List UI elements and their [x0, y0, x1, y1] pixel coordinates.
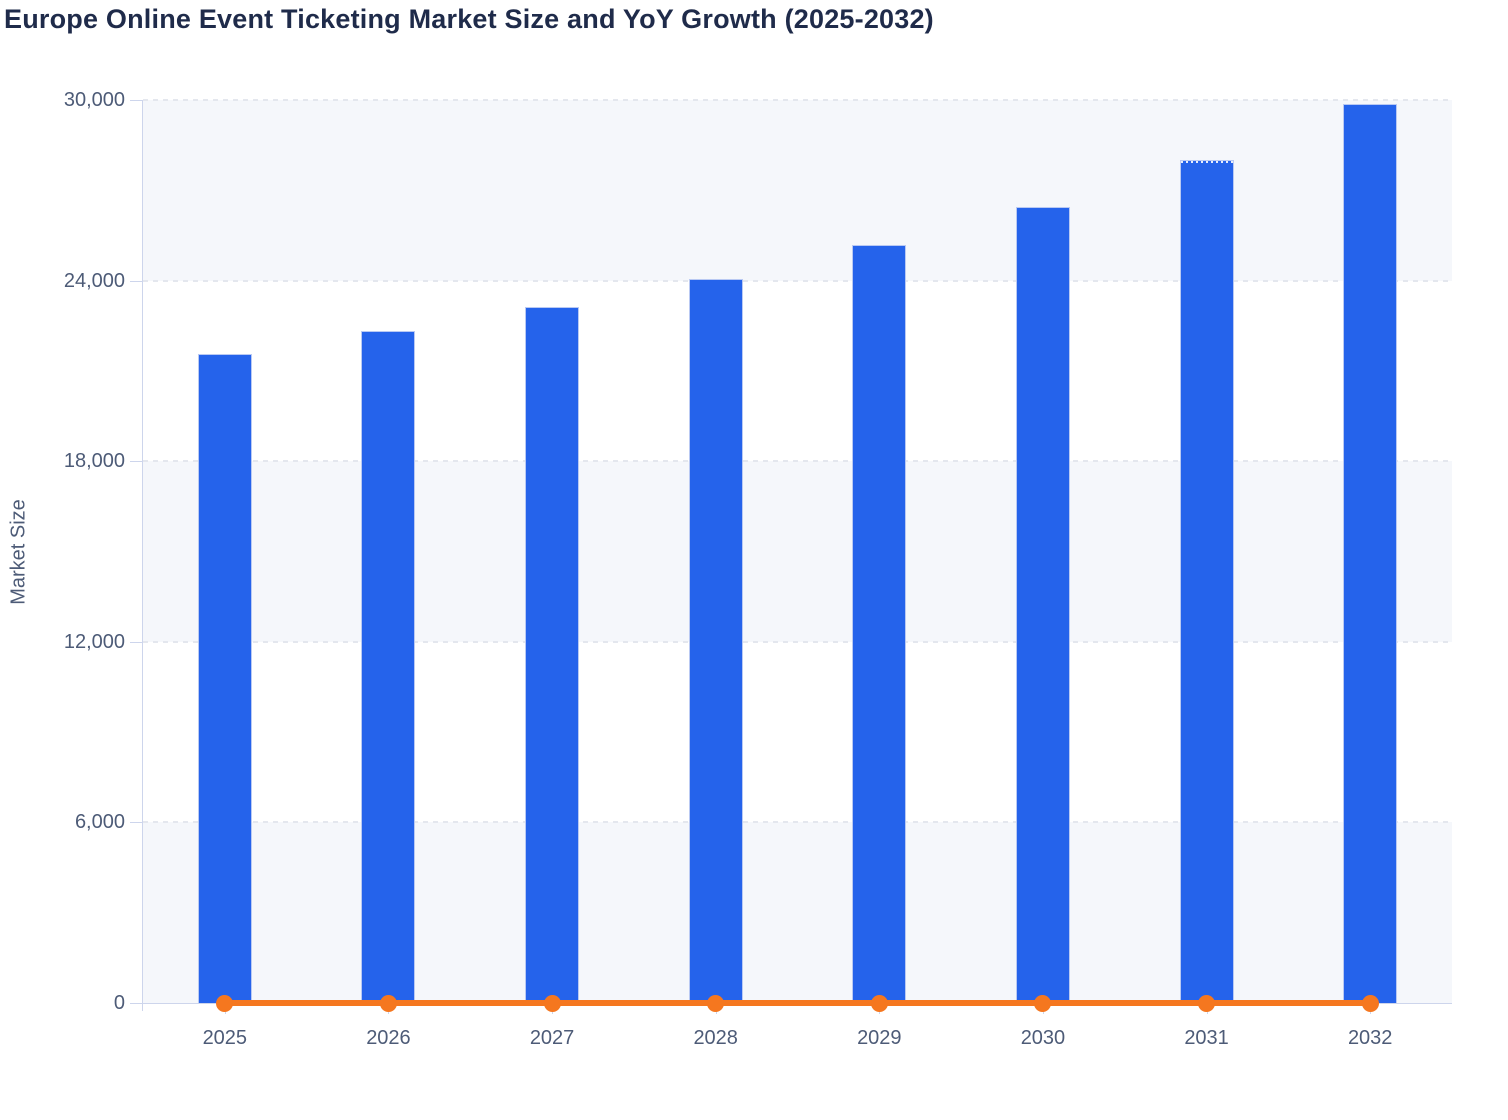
h-gridline: [143, 279, 1452, 282]
h-gridline: [143, 460, 1452, 463]
y-axis-tick: [130, 100, 143, 101]
yoy-point-2026[interactable]: [379, 994, 397, 1012]
y-tick-label: 24,000: [63, 269, 125, 292]
bar-2032[interactable]: [1343, 104, 1398, 1003]
y-axis-tick: [130, 641, 143, 643]
x-tick-label: 2026: [366, 1027, 411, 1049]
h-gridline: [143, 821, 1452, 824]
bar-2027[interactable]: [525, 307, 580, 1003]
chart-title: Europe Online Event Ticketing Market Siz…: [4, 4, 934, 34]
x-tick-label: 2030: [1020, 1027, 1066, 1049]
y-tick-label: 30,000: [63, 89, 125, 111]
plot-area: [143, 99, 1452, 1003]
bar-2025[interactable]: [197, 354, 252, 1003]
bar-2026[interactable]: [361, 331, 416, 1003]
y-axis-tick: [130, 822, 143, 824]
y-tick-label: 12,000: [63, 630, 125, 653]
x-tick-label: 2025: [202, 1027, 248, 1049]
yoy-point-2027[interactable]: [543, 994, 561, 1012]
x-tick-label: 2031: [1184, 1027, 1229, 1049]
bar-2030[interactable]: [1015, 207, 1070, 1003]
plot-band: [143, 280, 1452, 462]
y-tick-label: 0: [113, 992, 125, 1014]
plot-band: [143, 822, 1452, 1003]
y-axis-tick: [130, 280, 143, 282]
y-axis-tick: [130, 461, 143, 463]
x-tick-label: 2032: [1347, 1027, 1393, 1049]
bar-dotted-top-edge: [1180, 161, 1233, 164]
plot-band: [143, 100, 1452, 281]
x-tick-label: 2029: [857, 1027, 902, 1049]
yoy-point-2025[interactable]: [216, 994, 234, 1012]
plot-band: [143, 461, 1452, 642]
y-tick-label: 18,000: [63, 450, 125, 473]
y-axis-tick: [130, 1003, 143, 1004]
yoy-point-2029[interactable]: [870, 994, 888, 1012]
x-tick-label: 2027: [529, 1027, 575, 1049]
y-axis-line: [142, 100, 143, 1011]
plot-band: [143, 641, 1452, 823]
yoy-point-2030[interactable]: [1034, 994, 1052, 1012]
bar-2029[interactable]: [852, 245, 907, 1003]
y-axis-title: Market Size: [7, 499, 30, 605]
yoy-point-2028[interactable]: [707, 994, 725, 1012]
bar-2028[interactable]: [688, 279, 743, 1003]
yoy-growth-line[interactable]: [224, 1000, 1371, 1006]
x-tick-label: 2028: [693, 1027, 738, 1049]
h-gridline: [143, 640, 1452, 643]
h-gridline: [143, 99, 1452, 101]
bar-2031[interactable]: [1179, 160, 1234, 1003]
yoy-point-2032[interactable]: [1361, 994, 1379, 1012]
y-tick-label: 6,000: [74, 811, 125, 834]
yoy-point-2031[interactable]: [1198, 994, 1216, 1012]
